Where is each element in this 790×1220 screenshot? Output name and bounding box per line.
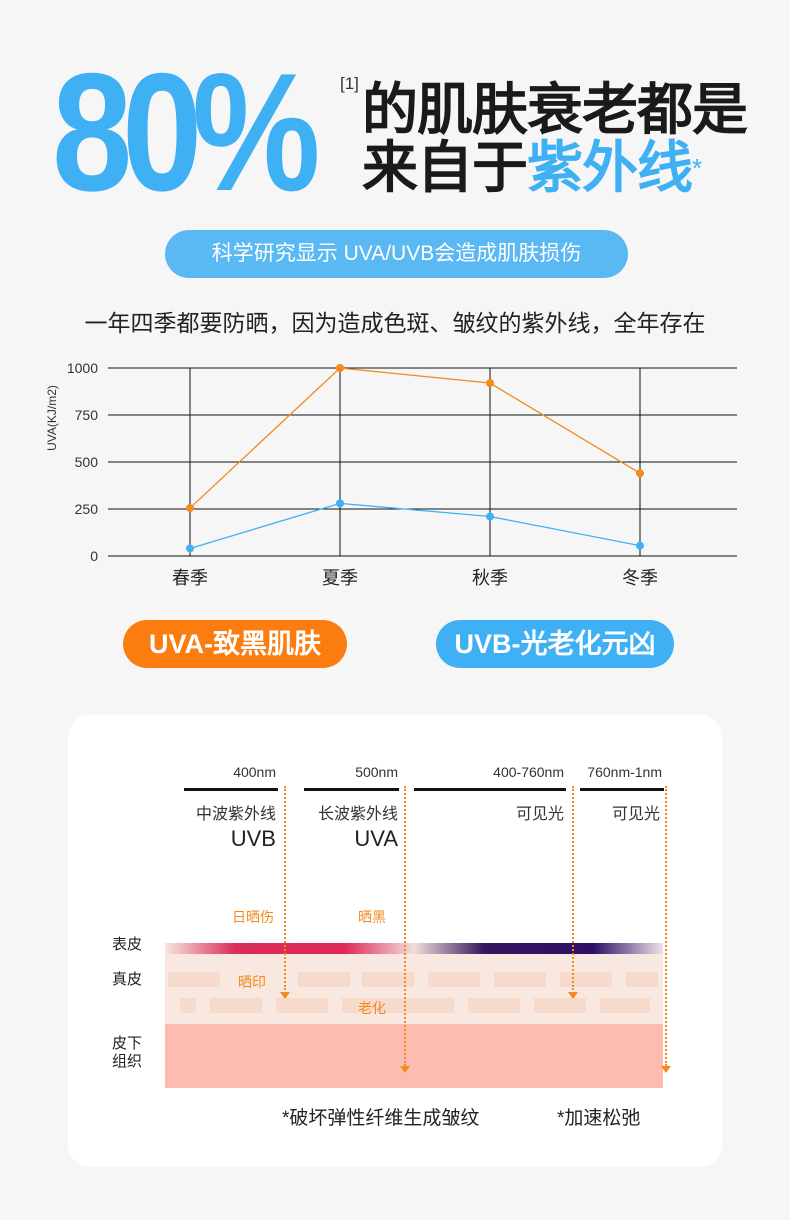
fiber-block — [428, 972, 480, 987]
arrow-down-icon — [400, 1066, 410, 1073]
fiber-block — [210, 998, 262, 1013]
data-point-uvb — [186, 544, 194, 553]
arrow-down-icon — [661, 1066, 671, 1073]
y-axis-label: UVA(KJ/m2) — [45, 385, 59, 451]
fiber-block — [362, 972, 414, 987]
x-tick-label: 冬季 — [622, 568, 658, 588]
divider — [184, 788, 278, 791]
fiber-block — [298, 972, 350, 987]
layer-label-dermis: 真皮 — [112, 971, 143, 988]
layer-label-subcutis: 皮下组织 — [112, 1035, 143, 1070]
headline-line1: 的肌肤衰老都是 — [362, 78, 748, 141]
reference-mark: [1] — [340, 74, 359, 93]
fiber-block — [600, 998, 650, 1013]
band-code: UVA — [354, 826, 398, 851]
wavelength-label: 500nm — [355, 764, 398, 780]
x-tick-label: 春季 — [172, 568, 208, 588]
footnote-sagging: *加速松弛 — [557, 1108, 641, 1129]
uvb-penetration-line — [284, 786, 286, 990]
headline-line2-prefix: 来自于 — [362, 136, 528, 199]
skin-diagram-card — [68, 715, 722, 1167]
fiber-block — [494, 972, 546, 987]
uv-line-chart: 0 250 500 750 1000 春季 夏季 秋季 冬季 UVA(KJ/m2) — [45, 360, 737, 588]
wavelength-label: 400-760nm — [493, 764, 564, 780]
fiber-block — [276, 998, 328, 1013]
data-point-uva — [186, 504, 194, 513]
y-tick-label: 500 — [75, 454, 99, 470]
wavelength-label: 760nm-1nm — [587, 764, 662, 780]
y-tick-label: 0 — [90, 548, 98, 564]
band-code: UVB — [230, 826, 276, 851]
fiber-block — [534, 998, 586, 1013]
headline-highlight: 紫外线 — [527, 136, 693, 199]
infrared-penetration-line — [665, 786, 667, 1066]
band-name: 中波紫外线 — [195, 806, 276, 823]
epidermis-layer — [165, 943, 663, 954]
data-point-uvb — [336, 499, 344, 508]
arrow-down-icon — [280, 992, 290, 999]
research-pill: 科学研究显示 UVA/UVB会造成肌肤损伤 — [165, 230, 628, 278]
y-tick-label: 1000 — [67, 360, 98, 376]
divider — [414, 788, 566, 791]
subtitle: 一年四季都要防晒，因为造成色斑、皱纹的紫外线，全年存在 — [84, 310, 706, 336]
fiber-block — [168, 972, 220, 987]
fiber-block — [180, 998, 196, 1013]
data-point-uvb — [486, 512, 494, 521]
data-point-uva — [336, 364, 344, 372]
x-tick-label: 夏季 — [322, 568, 358, 588]
asterisk: * — [692, 153, 702, 183]
layer-label-epidermis: 表皮 — [112, 936, 143, 953]
uva-label: UVA-致黑肌肤 — [123, 620, 347, 668]
headline-percent: 80% — [52, 38, 321, 226]
series-line-uva — [189, 367, 641, 509]
series-line-uvb — [189, 502, 641, 550]
divider — [304, 788, 399, 791]
fiber-block — [626, 972, 658, 987]
effect-spots: 晒印 — [238, 974, 266, 990]
arrow-down-icon — [568, 992, 578, 999]
y-tick-label: 750 — [75, 407, 99, 423]
headline-line2: 来自于紫外线* — [362, 136, 702, 199]
fiber-block — [560, 972, 612, 987]
band-name: 可见光 — [611, 806, 660, 823]
visible-penetration-line — [572, 786, 574, 990]
divider — [580, 788, 664, 791]
subcutis-layer — [165, 1024, 663, 1088]
effect-tan: 晒黑 — [358, 909, 386, 925]
effect-aging: 老化 — [358, 1000, 386, 1016]
band-name: 长波紫外线 — [317, 806, 398, 823]
footnote-wrinkles: *破坏弹性纤维生成皱纹 — [282, 1108, 480, 1129]
band-name: 可见光 — [515, 806, 564, 823]
data-point-uva — [486, 379, 494, 388]
fiber-block — [342, 998, 454, 1013]
fiber-block — [468, 998, 520, 1013]
uvb-label: UVB-光老化元凶 — [436, 620, 674, 668]
y-tick-label: 250 — [75, 501, 99, 517]
effect-sunburn: 日晒伤 — [232, 909, 274, 925]
data-point-uvb — [636, 541, 644, 550]
uva-penetration-line — [404, 786, 406, 1066]
wavelength-label: 400nm — [233, 764, 276, 780]
x-tick-label: 秋季 — [472, 568, 508, 588]
data-point-uva — [636, 469, 644, 478]
